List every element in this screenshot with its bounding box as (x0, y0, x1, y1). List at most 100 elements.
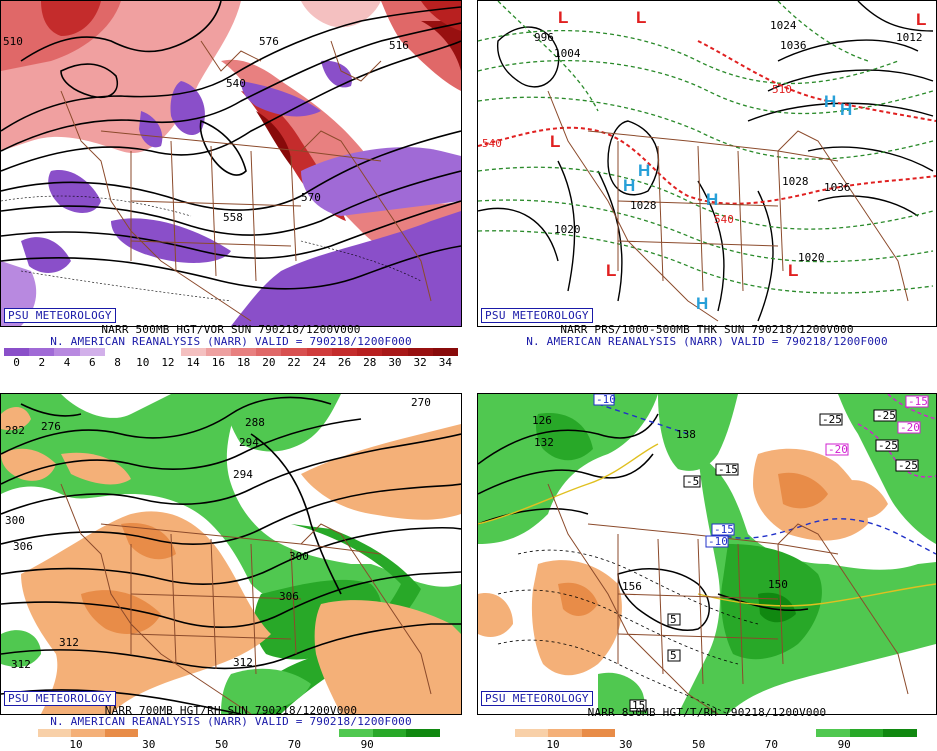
rh-fill (1, 394, 461, 714)
map-850mb-svg: 126 132 138 156 150 -10 -15 -10 -15 -20 … (478, 394, 936, 714)
colorbar-tick-label: 6 (88, 356, 96, 369)
temp-label-box: -15 (715, 463, 739, 476)
branding-label: PSU METEOROLOGY (4, 691, 116, 706)
branding-label: PSU METEOROLOGY (481, 691, 593, 706)
contour-labels: 576 510 516 540 558 570 (3, 35, 409, 224)
contour-label: 300 (289, 550, 309, 563)
temperature-label: 5 (670, 613, 677, 626)
temperature-label: -25 (876, 409, 896, 422)
map-pressure-svg: 996 1004 1024 1036 1028 1036 1020 1020 1… (478, 1, 936, 322)
contour-label: 576 (259, 35, 279, 48)
colorbar-segment (138, 729, 172, 737)
high-center: H (623, 176, 635, 195)
contour-label: 282 (5, 424, 25, 437)
colorbar-segment (648, 729, 683, 737)
map-500mb-svg: 576 510 516 540 558 570 (1, 1, 461, 326)
colorbar-tick-label: 30 (388, 356, 402, 369)
vorticity-colorbar-ticks: 0 2 4 6 8 10 12 14 16 18 20 22 24 26 28 30 32 34 (4, 356, 458, 369)
colorbar-tick-label: 90 (837, 738, 851, 751)
colorbar-tick-label: 24 (312, 356, 326, 369)
contour-labels: 282 276 270 288 294 294 300 306 300 306 … (5, 396, 431, 671)
colorbar-segment (481, 729, 515, 737)
colorbar-tick-label: 90 (360, 738, 374, 751)
colorbar-tick-label: 20 (262, 356, 276, 369)
contour-label: 312 (11, 658, 31, 671)
pressure-label: 1012 (896, 31, 923, 44)
low-center: L (788, 261, 798, 280)
colorbar-segment (171, 729, 206, 737)
colorbar-segment (849, 729, 884, 737)
temperature-label: -15 (718, 463, 738, 476)
colorbar-segment (230, 348, 257, 356)
pressure-centers: L L L L L L H H H H H H (550, 8, 926, 313)
temperature-label: -10 (708, 535, 728, 548)
temp-label-box: -10 (705, 535, 729, 548)
temp-label-box: 5 (667, 649, 681, 662)
thickness-540-line (478, 40, 936, 205)
height-labels: 126 132 138 156 150 (532, 414, 788, 593)
branding-label: PSU METEOROLOGY (4, 308, 116, 323)
colorbar-segment (749, 729, 783, 737)
temperature-labels: -10 -15 -10 -15 -20 -25 -25 -25 -15 -20 … (593, 394, 929, 712)
isobar-labels: 996 1004 1024 1036 1028 1036 1020 1020 1… (534, 19, 923, 264)
colorbar-segment (331, 348, 358, 356)
colorbar-tick-label: 34 (438, 356, 452, 369)
panel-title: NARR 850MB HGT/T/RH 790218/1200V000 (587, 706, 827, 719)
pressure-label: 1020 (554, 223, 581, 236)
colorbar-tick-label: 70 (764, 738, 779, 751)
temp-label-box: -20 (897, 421, 921, 434)
contour-label: 312 (233, 656, 253, 669)
colorbar-tick-label: 18 (236, 356, 251, 369)
colorbar-segment (782, 729, 817, 737)
temperature-label: -20 (828, 443, 848, 456)
temp-label-box: -10 (593, 394, 616, 406)
height-label: 126 (532, 414, 552, 427)
colorbar-segment (79, 348, 105, 356)
colorbar-segment (357, 348, 383, 356)
contour-label: 540 (226, 77, 246, 90)
pressure-label: 1036 (780, 39, 807, 52)
temp-label-box: -25 (819, 413, 843, 426)
colorbar-segment (104, 729, 139, 737)
branding-label: PSU METEOROLOGY (481, 308, 593, 323)
high-center: H (824, 92, 836, 111)
colorbar-segment (155, 348, 181, 356)
colorbar-tick-label: 8 (114, 356, 121, 369)
colorbar-tick-label: 70 (287, 738, 302, 751)
rh-fill (478, 394, 936, 714)
panel-850mb-temperature: 126 132 138 156 150 -10 -15 -10 -15 -20 … (477, 393, 937, 751)
map-pressure: 996 1004 1024 1036 1028 1036 1020 1020 1… (477, 0, 937, 327)
thickness-label: 510 (772, 83, 792, 96)
pressure-label: 1024 (770, 19, 797, 32)
contour-label: 276 (41, 420, 61, 433)
colorbar-tick-label: 50 (214, 738, 229, 751)
low-center: L (636, 8, 646, 27)
contour-label: 558 (223, 211, 243, 224)
colorbar-tick-label: 12 (161, 356, 175, 369)
temperature-label: -20 (900, 421, 920, 434)
colorbar-segment (205, 729, 239, 737)
temperature-label: -5 (686, 475, 699, 488)
colorbar-segment (104, 348, 131, 356)
colorbar-tick-label: 30 (142, 738, 156, 751)
colorbar-tick-label: 16 (211, 356, 225, 369)
temp-label-box: -25 (873, 409, 897, 422)
temp-label-box: -20 (825, 443, 849, 456)
contour-label: 270 (411, 396, 431, 409)
borders (547, 90, 909, 322)
colorbar-segment (715, 729, 750, 737)
thickness-labels: 540 510 540 (482, 83, 792, 226)
height-label: 150 (768, 578, 788, 591)
height-label: 132 (534, 436, 554, 449)
colorbar-segment (883, 729, 917, 737)
temperature-label: 15 (632, 699, 645, 712)
low-center: L (558, 8, 568, 27)
colorbar-segment (615, 729, 649, 737)
temperature-label: -15 (714, 523, 734, 536)
temperature-label: -25 (878, 439, 898, 452)
contour-label: 306 (13, 540, 33, 553)
colorbar-tick-label: 0 (13, 356, 20, 369)
thickness-label: 540 (714, 213, 734, 226)
pressure-label: 1020 (798, 251, 825, 264)
colorbar-segment (406, 729, 440, 737)
